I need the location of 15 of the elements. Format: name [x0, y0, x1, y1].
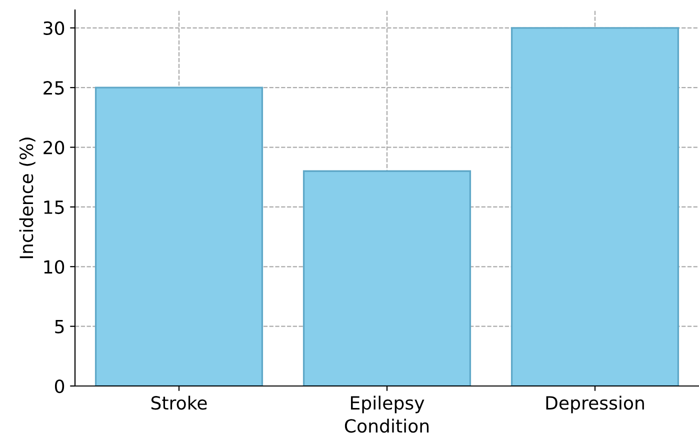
bar: [94, 86, 264, 386]
bar: [510, 27, 680, 386]
x-tick-label: Stroke: [151, 396, 207, 410]
y-axis-title: Incidence (%): [19, 138, 36, 258]
y-tick-label: 10: [44, 260, 64, 274]
y-tick-label: 5: [55, 320, 64, 334]
x-tick-label: Depression: [546, 396, 644, 414]
y-tick-label: 30: [44, 21, 64, 36]
y-tick-label: 0: [54, 379, 64, 394]
y-tick-label: 20: [44, 140, 64, 154]
y-tick-label: 25: [44, 81, 64, 95]
x-tick-label: Epilepsy: [350, 396, 424, 414]
x-axis-title: Condition: [344, 418, 429, 433]
y-tick-label: 15: [44, 200, 64, 214]
bar: [302, 170, 472, 386]
